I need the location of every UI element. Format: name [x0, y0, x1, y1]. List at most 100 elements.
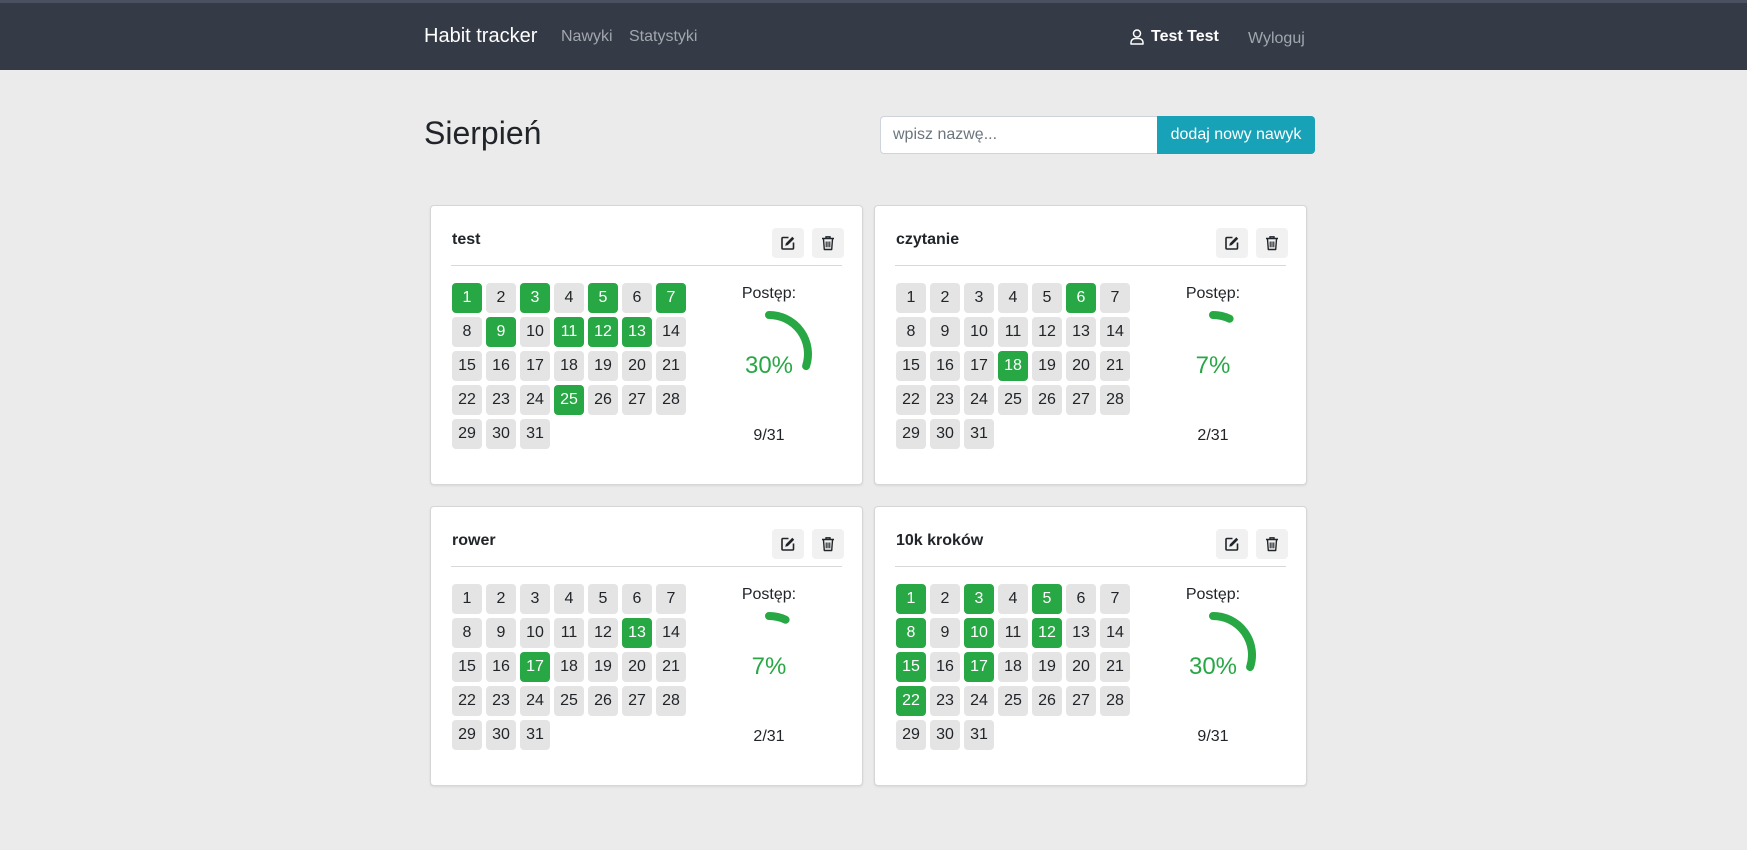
habit-name-input[interactable]: [880, 116, 1157, 154]
day-cell[interactable]: 15: [452, 351, 482, 381]
day-cell[interactable]: 24: [520, 686, 550, 716]
day-cell[interactable]: 4: [554, 584, 584, 614]
day-cell[interactable]: 16: [930, 351, 960, 381]
day-cell[interactable]: 9: [930, 618, 960, 648]
day-cell[interactable]: 8: [896, 317, 926, 347]
day-cell[interactable]: 13: [1066, 618, 1096, 648]
day-cell[interactable]: 10: [520, 618, 550, 648]
day-cell[interactable]: 30: [486, 419, 516, 449]
day-cell[interactable]: 13: [1066, 317, 1096, 347]
day-cell[interactable]: 31: [964, 720, 994, 750]
day-cell[interactable]: 11: [998, 317, 1028, 347]
day-cell[interactable]: 26: [1032, 686, 1062, 716]
day-cell[interactable]: 22: [452, 385, 482, 415]
delete-button[interactable]: [1256, 228, 1288, 258]
nav-link-statistics[interactable]: Statystyki: [629, 28, 698, 45]
day-cell[interactable]: 21: [1100, 652, 1130, 682]
day-cell[interactable]: 16: [930, 652, 960, 682]
day-cell[interactable]: 22: [896, 686, 926, 716]
day-cell[interactable]: 3: [520, 584, 550, 614]
day-cell[interactable]: 1: [896, 283, 926, 313]
day-cell[interactable]: 16: [486, 351, 516, 381]
day-cell[interactable]: 18: [998, 351, 1028, 381]
day-cell[interactable]: 17: [964, 351, 994, 381]
nav-link-habits[interactable]: Nawyki: [561, 28, 613, 45]
day-cell[interactable]: 5: [1032, 283, 1062, 313]
day-cell[interactable]: 3: [520, 283, 550, 313]
delete-button[interactable]: [812, 529, 844, 559]
day-cell[interactable]: 24: [520, 385, 550, 415]
day-cell[interactable]: 25: [554, 385, 584, 415]
day-cell[interactable]: 17: [520, 351, 550, 381]
day-cell[interactable]: 10: [964, 317, 994, 347]
day-cell[interactable]: 26: [588, 385, 618, 415]
edit-button[interactable]: [772, 529, 804, 559]
day-cell[interactable]: 4: [998, 283, 1028, 313]
day-cell[interactable]: 2: [486, 584, 516, 614]
edit-button[interactable]: [1216, 529, 1248, 559]
day-cell[interactable]: 14: [656, 317, 686, 347]
edit-button[interactable]: [1216, 228, 1248, 258]
day-cell[interactable]: 18: [554, 652, 584, 682]
add-habit-button[interactable]: dodaj nowy nawyk: [1157, 116, 1315, 154]
day-cell[interactable]: 11: [554, 317, 584, 347]
day-cell[interactable]: 28: [1100, 686, 1130, 716]
day-cell[interactable]: 25: [554, 686, 584, 716]
day-cell[interactable]: 24: [964, 686, 994, 716]
day-cell[interactable]: 3: [964, 283, 994, 313]
day-cell[interactable]: 21: [1100, 351, 1130, 381]
day-cell[interactable]: 28: [656, 686, 686, 716]
day-cell[interactable]: 19: [588, 351, 618, 381]
day-cell[interactable]: 14: [656, 618, 686, 648]
day-cell[interactable]: 17: [964, 652, 994, 682]
day-cell[interactable]: 24: [964, 385, 994, 415]
day-cell[interactable]: 9: [486, 317, 516, 347]
day-cell[interactable]: 27: [622, 385, 652, 415]
day-cell[interactable]: 8: [452, 618, 482, 648]
day-cell[interactable]: 26: [588, 686, 618, 716]
day-cell[interactable]: 11: [998, 618, 1028, 648]
day-cell[interactable]: 27: [1066, 385, 1096, 415]
day-cell[interactable]: 23: [486, 385, 516, 415]
day-cell[interactable]: 4: [998, 584, 1028, 614]
day-cell[interactable]: 27: [622, 686, 652, 716]
day-cell[interactable]: 7: [656, 283, 686, 313]
day-cell[interactable]: 9: [930, 317, 960, 347]
day-cell[interactable]: 19: [588, 652, 618, 682]
day-cell[interactable]: 7: [1100, 283, 1130, 313]
day-cell[interactable]: 12: [588, 317, 618, 347]
brand-logo[interactable]: Habit tracker: [424, 25, 538, 47]
day-cell[interactable]: 15: [896, 652, 926, 682]
day-cell[interactable]: 20: [622, 351, 652, 381]
day-cell[interactable]: 18: [554, 351, 584, 381]
day-cell[interactable]: 10: [964, 618, 994, 648]
day-cell[interactable]: 20: [622, 652, 652, 682]
day-cell[interactable]: 2: [486, 283, 516, 313]
day-cell[interactable]: 6: [1066, 584, 1096, 614]
delete-button[interactable]: [812, 228, 844, 258]
day-cell[interactable]: 23: [930, 686, 960, 716]
day-cell[interactable]: 6: [1066, 283, 1096, 313]
day-cell[interactable]: 20: [1066, 351, 1096, 381]
day-cell[interactable]: 29: [452, 720, 482, 750]
day-cell[interactable]: 10: [520, 317, 550, 347]
day-cell[interactable]: 31: [520, 720, 550, 750]
day-cell[interactable]: 15: [896, 351, 926, 381]
delete-button[interactable]: [1256, 529, 1288, 559]
day-cell[interactable]: 3: [964, 584, 994, 614]
day-cell[interactable]: 8: [896, 618, 926, 648]
day-cell[interactable]: 5: [588, 584, 618, 614]
day-cell[interactable]: 28: [656, 385, 686, 415]
day-cell[interactable]: 11: [554, 618, 584, 648]
day-cell[interactable]: 29: [452, 419, 482, 449]
day-cell[interactable]: 15: [452, 652, 482, 682]
day-cell[interactable]: 14: [1100, 317, 1130, 347]
day-cell[interactable]: 19: [1032, 351, 1062, 381]
day-cell[interactable]: 1: [452, 584, 482, 614]
user-menu[interactable]: Test Test: [1130, 28, 1219, 46]
logout-link[interactable]: Wyloguj: [1248, 30, 1305, 47]
day-cell[interactable]: 18: [998, 652, 1028, 682]
day-cell[interactable]: 29: [896, 720, 926, 750]
day-cell[interactable]: 22: [896, 385, 926, 415]
day-cell[interactable]: 6: [622, 283, 652, 313]
